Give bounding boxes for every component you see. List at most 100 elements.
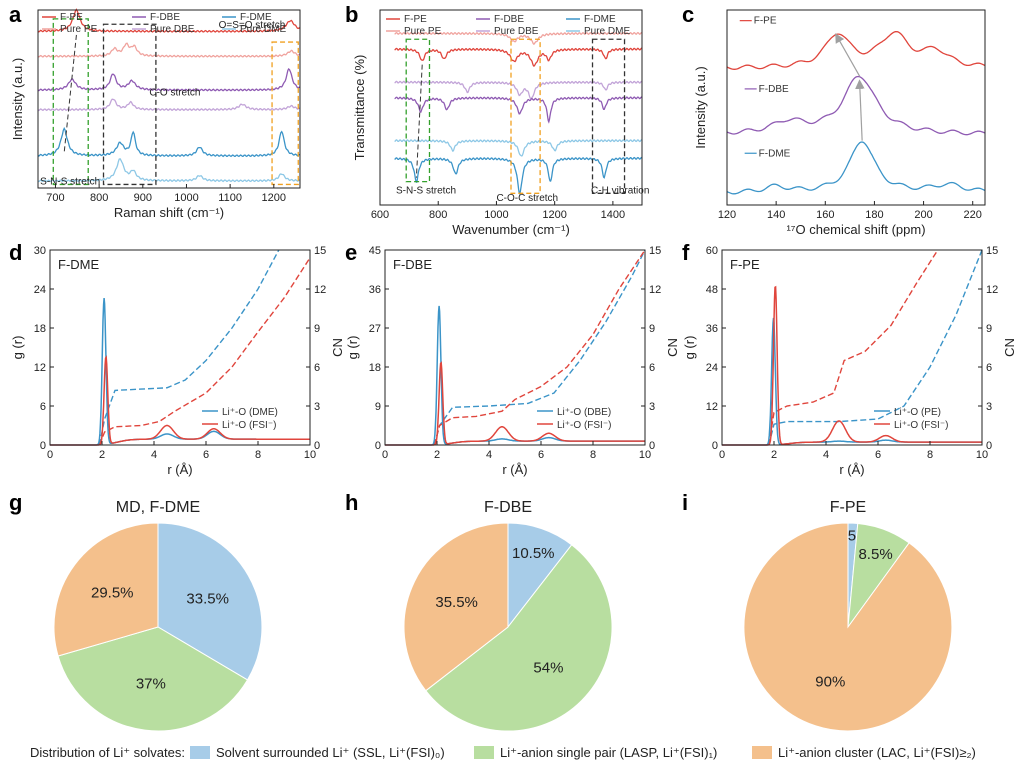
axes-frame	[379, 9, 643, 206]
x-tick-label: 6	[875, 449, 881, 461]
series-line-f-dbe	[726, 75, 986, 136]
panel-a: O=S=O stretch C-O stretch S-N-S stretch F-P…	[10, 8, 301, 220]
panel-g: MD, F-DME 33.5% 37% 29.5%	[53, 499, 263, 732]
x-tick-label: 2	[99, 449, 105, 461]
annotation-sns: S-N-S stretch	[396, 185, 456, 196]
pie-slice-label: 29.5%	[91, 585, 134, 602]
series-line-pure-dbe	[394, 80, 643, 100]
y-tick-label: 9	[375, 401, 381, 413]
annotation-coc: C-O-C stretch	[496, 193, 558, 204]
x-tick-label: 10	[304, 449, 316, 461]
annotation-oso: O=S=O stretch	[219, 20, 286, 31]
x-tick-label: 1200	[542, 209, 566, 221]
coc-highlight-box	[510, 38, 541, 194]
pie-slice-lac	[743, 522, 953, 732]
legend-label: Li⁺-O (DBE)	[557, 407, 611, 418]
y-tick-label: 60	[706, 245, 718, 257]
y-tick-label: 30	[34, 245, 46, 257]
series-line-f-dme	[726, 141, 986, 195]
y-axis-label: Transmittance (%)	[352, 55, 367, 161]
panel-title: F-DBE	[393, 257, 432, 272]
x-tick-label: 8	[927, 449, 933, 461]
legend-swatch-2	[752, 746, 772, 759]
cn-line-dme	[98, 249, 280, 446]
pie-slice-lasp	[57, 626, 249, 732]
x-axis-label: ¹⁷O chemical shift (ppm)	[786, 222, 925, 237]
panel-label-f: f	[682, 240, 690, 265]
x-tick-label: 800	[429, 209, 447, 221]
pie-slice-ssl	[507, 522, 573, 629]
oso-highlight-box	[271, 41, 299, 186]
panel-c: F-PE F-DBE F-DME 120 140 160 180 200 220 ¹⁷O chem…	[693, 9, 986, 237]
pie-title: F-DBE	[484, 499, 532, 516]
legend-item-2: Li⁺-anion cluster (LAC, Li⁺(FSI)≥₂)	[778, 745, 976, 760]
x-tick-label: 220	[964, 209, 982, 221]
y-axis-label: g (r)	[345, 336, 360, 360]
legend-label: F-DME	[584, 14, 616, 25]
pie-slice-lasp	[425, 544, 613, 732]
legend-label: Li⁺-O (DME)	[222, 407, 278, 418]
x-tick-label: 1000	[174, 192, 198, 204]
y-tick-label: 18	[369, 362, 381, 374]
axes-frame	[37, 9, 301, 189]
pie-slice-label: 10.5%	[512, 545, 555, 562]
pie-slice-label: 8.5%	[858, 546, 892, 563]
sns-highlight-box	[52, 18, 89, 186]
x-tick-label: 0	[719, 449, 725, 461]
x-tick-label: 1100	[218, 192, 242, 204]
legend-label: F-DBE	[150, 12, 180, 23]
y-axis-label: g (r)	[10, 336, 25, 360]
series-line-pure-dbe	[37, 98, 301, 112]
y2-tick-label: 9	[986, 323, 992, 335]
series-label: F-DME	[759, 148, 791, 159]
solvate-legend: Distribution of Li⁺ solvates: Solvent sur…	[30, 745, 976, 760]
y2-tick-label: 15	[649, 245, 661, 257]
legend-label: Pure DBE	[494, 26, 539, 37]
pie-slice-label: 37%	[136, 676, 166, 693]
x-tick-label: 800	[90, 192, 108, 204]
y-tick-label: 36	[369, 284, 381, 296]
legend-label: Pure PE	[60, 24, 98, 35]
y-tick-label: 24	[34, 284, 46, 296]
series-line-f-pe	[37, 8, 301, 33]
legend-label: Pure DBE	[150, 24, 195, 35]
y-axis-label: CN	[330, 338, 345, 357]
x-tick-label: 6	[538, 449, 544, 461]
pie-slice-lac	[403, 522, 509, 692]
y2-tick-label: 15	[314, 245, 326, 257]
y2-tick-label: 6	[649, 362, 655, 374]
x-tick-label: 140	[767, 209, 785, 221]
pie-slice-ssl	[157, 522, 263, 681]
legend-title: Distribution of Li⁺ solvates:	[30, 745, 185, 760]
panel-label-a: a	[9, 2, 22, 27]
series-line-f-dbe	[394, 96, 643, 124]
panel-label-b: b	[345, 2, 358, 27]
panel-label-h: h	[345, 490, 358, 515]
panel-label-e: e	[345, 240, 357, 265]
y-tick-label: 6	[40, 401, 46, 413]
legend-label: F-PE	[404, 14, 427, 25]
annotation-ch: C-H vibration	[591, 185, 649, 196]
legend-label: Pure PE	[404, 26, 442, 37]
pie-slice-label: 54%	[533, 659, 563, 676]
pie-title: F-PE	[830, 499, 866, 516]
x-tick-label: 120	[718, 209, 736, 221]
y-tick-label: 48	[706, 284, 718, 296]
y-tick-label: 0	[40, 440, 46, 452]
y2-tick-label: 12	[314, 284, 326, 296]
axes-frame	[721, 249, 983, 446]
y2-tick-label: 3	[649, 401, 655, 413]
series-line-f-pe	[394, 47, 643, 67]
x-tick-label: 200	[914, 209, 932, 221]
x-axis-label: r (Å)	[502, 462, 527, 477]
annotation-sns: S-N-S stretch	[40, 176, 100, 187]
y-axis-label: Intensity (a.u.)	[693, 66, 708, 148]
axes-frame	[726, 9, 986, 206]
x-tick-label: 10	[639, 449, 651, 461]
axes-frame	[49, 249, 311, 446]
series-line-pure-pe	[394, 31, 643, 45]
